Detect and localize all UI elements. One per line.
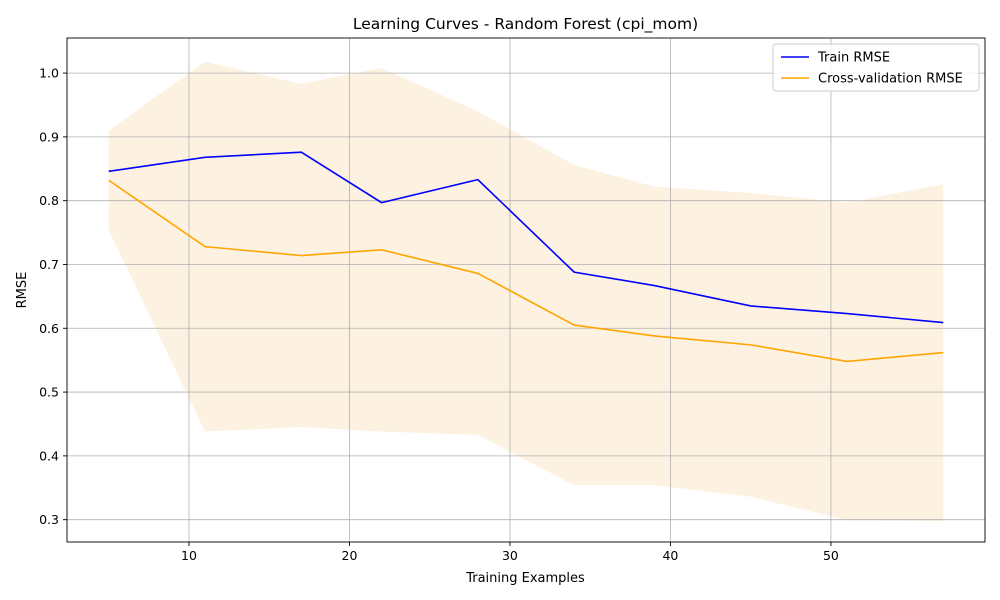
x-tick-label: 30 xyxy=(502,548,518,563)
series-line-train xyxy=(108,151,944,324)
y-tick-label: 0.9 xyxy=(39,129,59,144)
x-tick-label: 40 xyxy=(662,548,678,563)
plot-area: 10 20 30 40 50 0.3 0.4 0.5 0.6 0.7 0.8 0.9 1.0 Train … xyxy=(39,37,986,563)
y-tick-label: 0.8 xyxy=(39,193,59,208)
cv-confidence-band xyxy=(108,61,944,521)
y-tick-label: 1.0 xyxy=(39,66,59,81)
y-tick-label: 0.6 xyxy=(39,321,59,336)
y-tick-label: 0.3 xyxy=(39,512,59,527)
y-tick-label: 0.7 xyxy=(39,257,59,272)
series-line-cv xyxy=(108,179,944,363)
x-tick-label: 10 xyxy=(181,548,197,563)
x-tick-label: 50 xyxy=(823,548,839,563)
legend-label-train: Train RMSE xyxy=(817,51,890,66)
y-axis-label: RMSE xyxy=(15,272,30,309)
chart-title: Learning Curves - Random Forest (cpi_mom… xyxy=(353,15,698,34)
legend-box xyxy=(772,43,980,92)
x-axis-label: Training Examples xyxy=(465,571,585,586)
y-tick-label: 0.5 xyxy=(39,385,59,400)
plot-frame xyxy=(66,37,986,543)
legend-label-cv: Cross-validation RMSE xyxy=(818,72,963,87)
x-tick-label: 20 xyxy=(342,548,358,563)
y-tick-label: 0.4 xyxy=(39,448,59,463)
